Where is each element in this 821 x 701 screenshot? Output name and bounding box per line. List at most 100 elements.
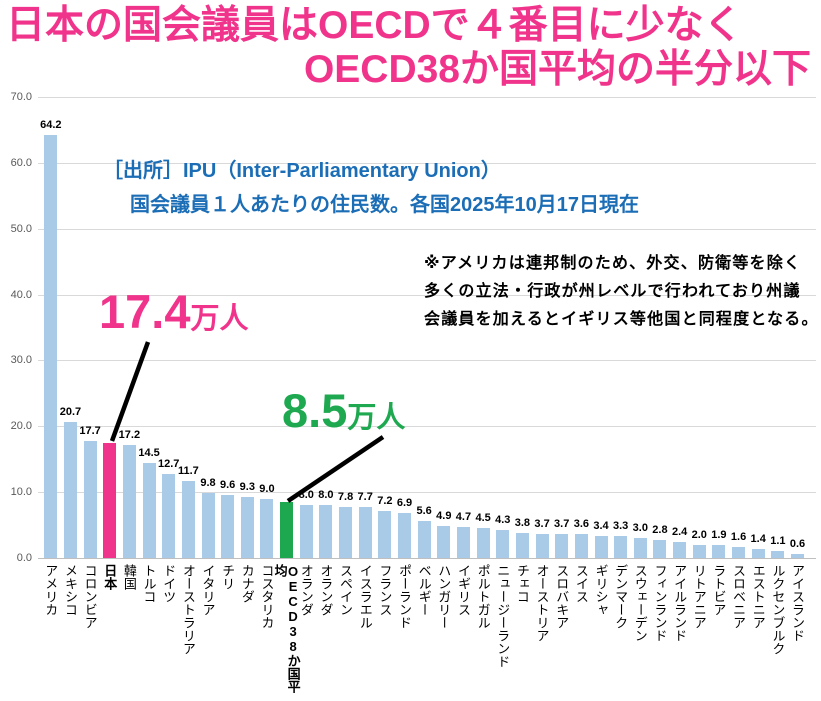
x-axis-category-label: オーストリア xyxy=(534,564,550,642)
bar-japan xyxy=(103,443,117,558)
x-axis-category-label: ポルトガル xyxy=(475,564,491,629)
bar xyxy=(398,512,411,558)
bar xyxy=(417,521,431,558)
bar xyxy=(162,474,176,558)
bar-value-label: 8.0 xyxy=(298,489,314,502)
x-axis-category-label: ニュージーランド xyxy=(495,564,511,668)
x-axis-category-label: ハンガリー xyxy=(436,564,452,629)
bar-value-label: 1.6 xyxy=(730,531,747,544)
x-axis-category-label: リトアニア xyxy=(691,564,707,629)
bar-value-label: 1.4 xyxy=(750,532,766,545)
bar-value-label: 3.7 xyxy=(534,517,550,530)
x-axis-category-label: アイルランド xyxy=(672,564,688,642)
bar-value-label: 3.7 xyxy=(554,517,570,530)
x-axis-category-label: ドイツ xyxy=(161,564,177,603)
bar-value-label: 17.7 xyxy=(79,425,101,438)
x-axis-category-label: 韓国 xyxy=(121,564,137,590)
bar-value-label: 4.9 xyxy=(436,509,452,522)
bar xyxy=(437,525,451,558)
x-axis-category-label: イタリア xyxy=(200,564,216,616)
x-axis-category-label: コロンビア xyxy=(82,564,98,629)
bar xyxy=(456,527,470,558)
x-axis-category-label: スロベニア xyxy=(731,564,747,629)
bar xyxy=(732,547,746,558)
bar xyxy=(378,510,392,558)
bar-value-label: 4.3 xyxy=(495,513,511,526)
x-axis-category-label: アイスランド xyxy=(790,564,805,642)
x-axis-category-label: コスタリカ xyxy=(259,564,275,629)
gridline xyxy=(38,294,816,296)
y-axis-tick-label: 10.0 xyxy=(10,486,32,499)
bar xyxy=(751,548,765,558)
y-axis-tick-label: 60.0 xyxy=(10,156,32,169)
bar xyxy=(260,498,274,558)
bar-value-label: 3.8 xyxy=(514,516,531,529)
bar xyxy=(771,550,785,558)
y-axis-tick-label: 70.0 xyxy=(10,91,32,103)
bar-value-label: 1.9 xyxy=(711,529,727,542)
page-title: 日本の国会議員はOECDで４番目に少なく OECD38か国平均の半分以下 xyxy=(6,4,815,93)
y-axis-tick-label: 50.0 xyxy=(10,222,32,235)
title-line-2: OECD38か国平均の半分以下 xyxy=(303,48,811,92)
bar xyxy=(319,505,333,558)
bar-value-label: 7.2 xyxy=(377,494,393,507)
japan-callout-value: 17.4 xyxy=(99,285,191,338)
title-line-1: 日本の国会議員はOECDで４番目に少なく xyxy=(6,4,743,47)
gridline xyxy=(38,97,816,98)
bar xyxy=(240,496,254,558)
bar xyxy=(358,507,372,558)
footnote-line-2: 多くの立法・行政が州レベルで行われており州議 xyxy=(424,283,801,300)
bar-value-label: 1.1 xyxy=(770,534,786,547)
bar-value-label: 7.7 xyxy=(357,491,373,504)
y-axis-tick-label: 20.0 xyxy=(10,420,32,433)
bar xyxy=(791,554,804,558)
x-axis-category-label: OECD38か国平均 xyxy=(272,564,301,693)
bar-value-label: 2.0 xyxy=(691,528,707,541)
bar-value-label: 17.2 xyxy=(118,428,141,441)
x-axis-category-label: イスラエル xyxy=(357,564,373,629)
bar-value-label: 3.6 xyxy=(573,518,589,531)
x-axis-category-label: メキシコ xyxy=(62,564,78,616)
bar-value-label: 9.3 xyxy=(239,480,255,493)
bar xyxy=(221,494,235,558)
x-axis-category-label: チリ xyxy=(220,564,236,590)
usa-footnote: ※アメリカは連邦制のため、外交、防衛等を除く 多くの立法・行政が州レベルで行われ… xyxy=(424,250,819,334)
x-axis-category-label: フィンランド xyxy=(652,564,668,642)
bar xyxy=(122,444,136,558)
source-annotation: ［出所］IPU（Inter-Parliamentary Union） 国会議員１… xyxy=(103,154,639,217)
bar-value-label: 20.7 xyxy=(59,405,82,418)
bar-value-label: 5.6 xyxy=(416,505,432,518)
bar-value-label: 12.7 xyxy=(157,458,180,471)
bar xyxy=(44,135,58,558)
gridline xyxy=(38,426,816,428)
bar-oecd-average xyxy=(280,502,294,558)
bar-value-label: 2.4 xyxy=(671,526,688,539)
bar xyxy=(673,542,687,558)
x-axis-category-label: フランス xyxy=(377,564,393,616)
bar xyxy=(574,534,588,558)
bar-value-label: 9.6 xyxy=(219,478,236,491)
bar-value-label: 11.7 xyxy=(177,464,199,477)
x-axis-category-label: ポーランド xyxy=(397,564,412,629)
gridline xyxy=(38,492,816,494)
bar xyxy=(712,545,726,558)
bar xyxy=(692,544,706,558)
bar-value-label: 9.0 xyxy=(259,482,275,495)
x-axis-category-label: ルクセンブルク xyxy=(770,564,786,655)
bar-value-label: 3.3 xyxy=(612,520,629,533)
bar xyxy=(496,529,510,558)
bar-value-label: 3.0 xyxy=(632,522,648,535)
bar xyxy=(594,535,608,558)
gridline xyxy=(38,162,816,164)
oecd-callout-unit: 万人 xyxy=(347,402,406,434)
gridline xyxy=(38,558,816,559)
x-axis-category-label: 日本 xyxy=(102,564,118,590)
bar-value-label: 7.8 xyxy=(337,490,354,503)
x-axis-category-label: スウェーデン xyxy=(632,564,648,642)
bar-value-label: 4.7 xyxy=(455,511,472,524)
bar xyxy=(555,533,569,558)
bar xyxy=(83,441,97,558)
japan-callout: 17.4万人 xyxy=(99,288,249,335)
y-axis-tick-label: 30.0 xyxy=(10,354,32,367)
